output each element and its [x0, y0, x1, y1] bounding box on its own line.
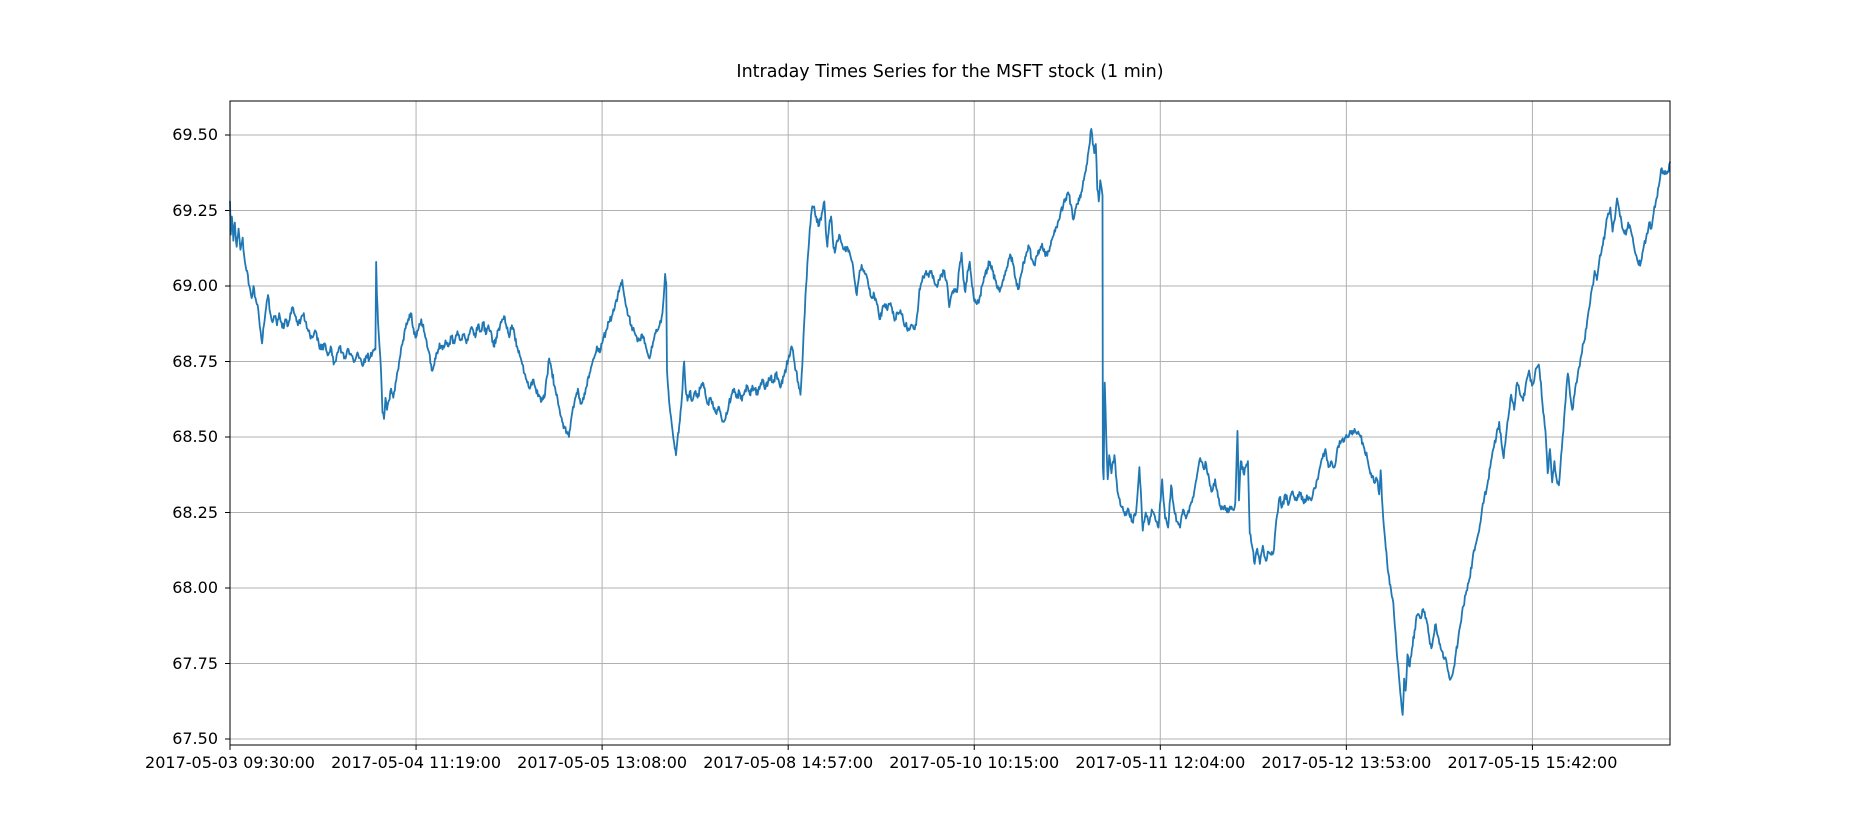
x-tick-label: 2017-05-05 13:08:00	[517, 753, 688, 772]
y-tick-label: 67.50	[172, 729, 218, 748]
plot-border-spines	[229, 100, 1671, 746]
chart-title: Intraday Times Series for the MSFT stock…	[736, 62, 1164, 82]
y-tick-label: 68.25	[172, 502, 218, 522]
y-tick-label: 68.50	[172, 427, 218, 446]
y-tick-label: 68.00	[172, 578, 218, 597]
x-tick-label: 2017-05-08 14:57:00	[703, 753, 874, 772]
x-tick-label: 2017-05-10 10:15:00	[889, 753, 1060, 772]
y-tick-label: 69.50	[172, 125, 218, 144]
y-tick-label: 69.00	[172, 276, 218, 295]
axis-tick-marks	[225, 134, 1533, 750]
y-tick-label: 68.75	[172, 351, 218, 371]
x-tick-label: 2017-05-12 13:53:00	[1261, 753, 1432, 772]
x-tick-label: 2017-05-15 15:42:00	[1447, 753, 1618, 772]
x-tick-label: 2017-05-04 11:19:00	[331, 753, 502, 772]
x-tick-label: 2017-05-11 12:04:00	[1075, 753, 1246, 772]
y-tick-label: 67.75	[172, 653, 218, 673]
grid-lines	[229, 101, 1670, 745]
price-line-series	[229, 128, 1671, 716]
y-tick-label: 69.25	[172, 200, 218, 220]
x-tick-label: 2017-05-03 09:30:00	[145, 753, 315, 772]
